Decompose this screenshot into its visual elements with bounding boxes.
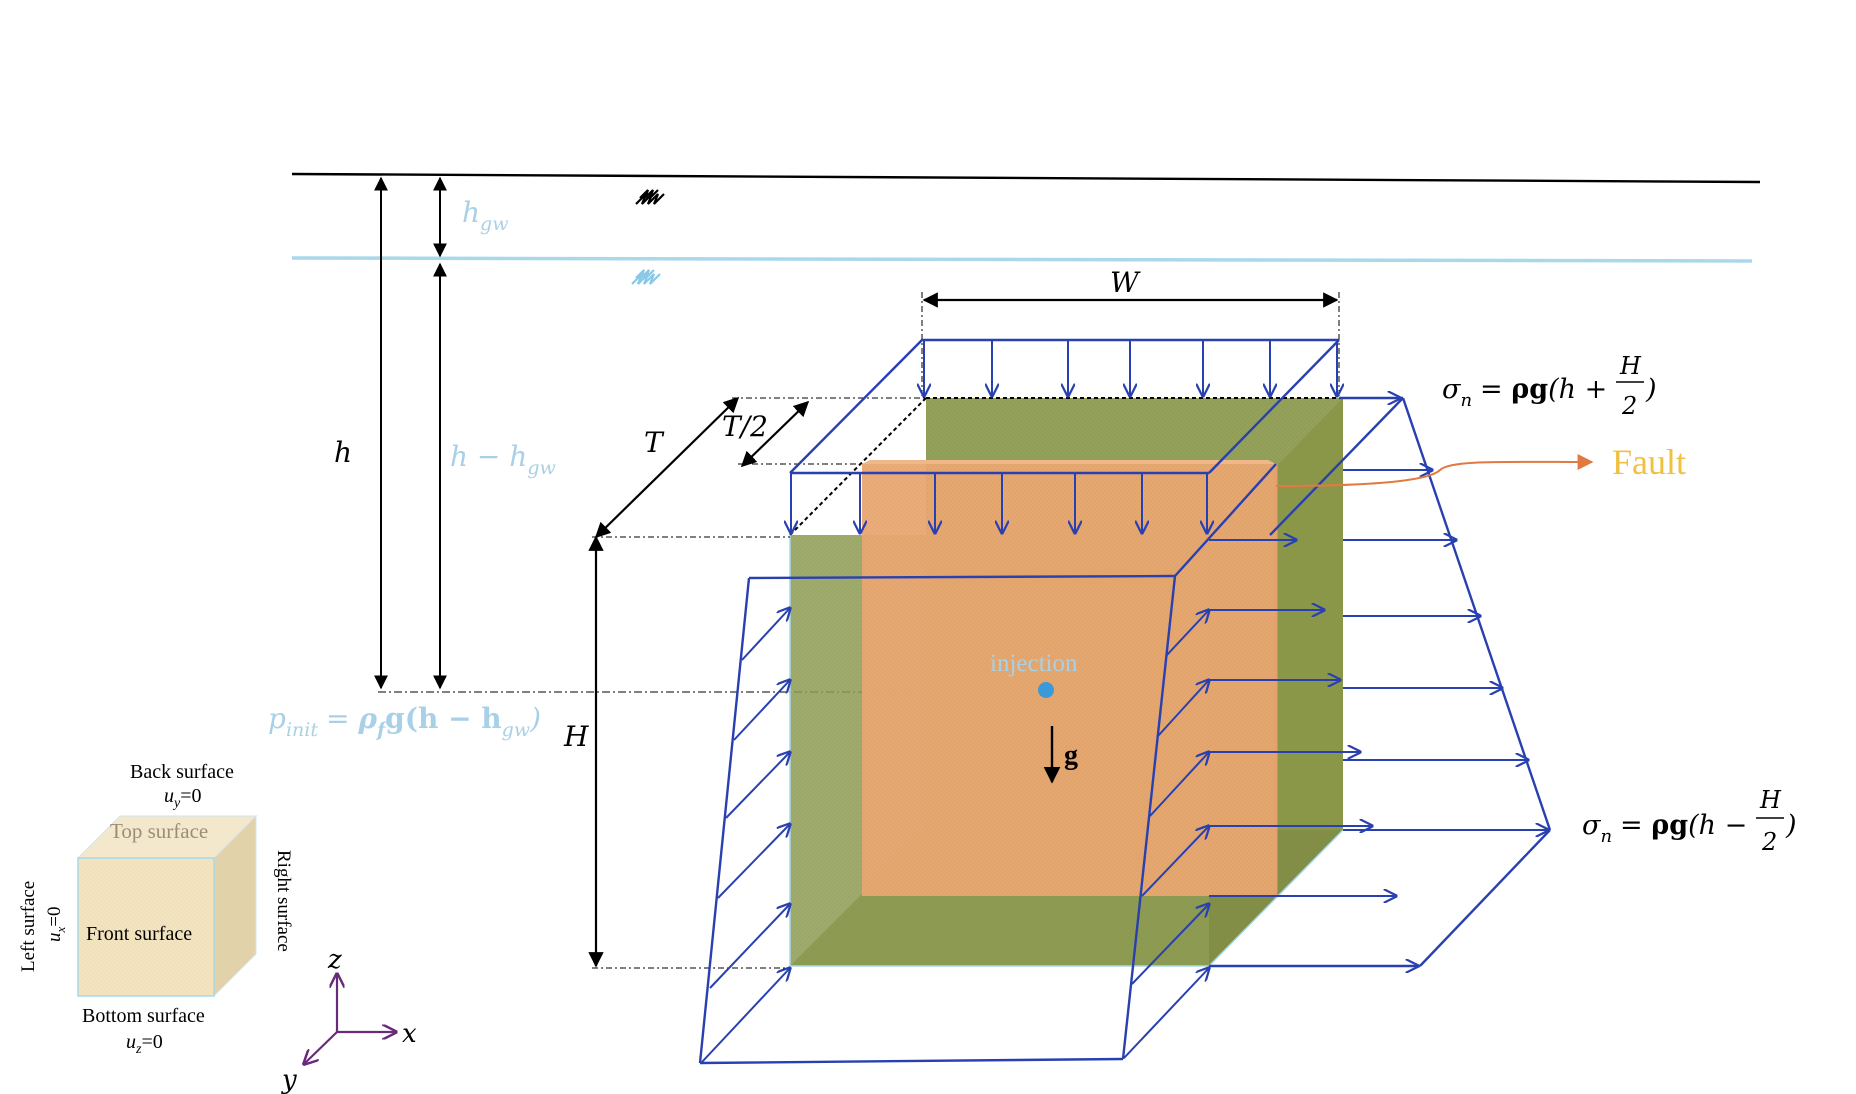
axis-triad xyxy=(304,974,396,1064)
svg-text:2: 2 xyxy=(1761,828,1777,856)
svg-text:H: H xyxy=(1619,352,1642,380)
water-symbol-icon xyxy=(631,269,661,285)
svg-text:σn= ρg(h −: σn = ρg(h − xyxy=(1582,810,1747,847)
legend-bottom-bc: uz=0 xyxy=(126,1031,163,1057)
axis-label-x: x xyxy=(402,1019,417,1049)
fault-leader-line xyxy=(1275,453,1594,487)
legend-cube xyxy=(76,814,258,998)
left-load-arrows xyxy=(701,608,790,1063)
legend-bottom-surface: Bottom surface xyxy=(82,1005,205,1027)
label-h: h xyxy=(334,436,352,469)
top-load-arrows-front xyxy=(791,473,1207,533)
label-injection: injection xyxy=(990,650,1078,677)
svg-text:): ) xyxy=(1645,374,1657,405)
ground-surface-line xyxy=(291,172,1761,184)
legend-back-bc: uy=0 xyxy=(164,785,202,811)
legend-front-surface: Front surface xyxy=(86,923,192,945)
label-hgw: hgw xyxy=(462,196,508,235)
water-table-line xyxy=(291,256,1753,263)
fault-plane xyxy=(862,464,1276,896)
right-load-arrows-front xyxy=(1209,540,1418,966)
legend-cube-front xyxy=(77,857,215,997)
label-H: H xyxy=(563,720,589,753)
label-T-half: T/2 xyxy=(722,410,768,443)
injection-point xyxy=(1038,682,1054,698)
right-load-arrows-back xyxy=(1343,398,1548,830)
label-T: T xyxy=(644,426,665,459)
legend-left-surface: Left surface xyxy=(18,881,39,972)
label-g: g xyxy=(1064,740,1078,771)
svg-text:): ) xyxy=(1785,810,1797,841)
left-load-arrows-inner xyxy=(1123,610,1209,1059)
svg-text:σn= ρg(h +: σn = ρg(h + xyxy=(1442,374,1607,411)
legend-right-surface: Right surface xyxy=(273,850,294,952)
axis-label-z: z xyxy=(327,945,342,975)
legend-top-surface: Top surface xyxy=(110,819,208,843)
formula-sigma-bottom: σn = ρg(h − H 2 ) xyxy=(1582,786,1797,856)
fault-plane-top-edge xyxy=(862,460,1276,464)
label-fault: Fault xyxy=(1612,442,1686,482)
svg-text:H: H xyxy=(1759,786,1782,814)
formula-sigma-top: σn = ρg(h + H 2 ) xyxy=(1442,352,1657,420)
svg-text:2: 2 xyxy=(1621,392,1637,420)
left-load-frame xyxy=(698,463,1277,1065)
dim-t-arrow xyxy=(594,396,740,539)
top-load-arrows-back xyxy=(924,340,1337,396)
legend-left-bc: ux=0 xyxy=(44,907,68,943)
axis-label-y: y xyxy=(281,1065,297,1094)
ground-symbol-icon xyxy=(635,189,665,205)
dim-t-half-arrow xyxy=(740,400,810,468)
formula-p-init: pinit = ρfg(h − hgw) xyxy=(268,702,541,741)
label-W: W xyxy=(1110,266,1141,299)
label-h-minus-hgw: h − hgw xyxy=(450,440,556,479)
legend-back-surface: Back surface xyxy=(130,761,234,783)
